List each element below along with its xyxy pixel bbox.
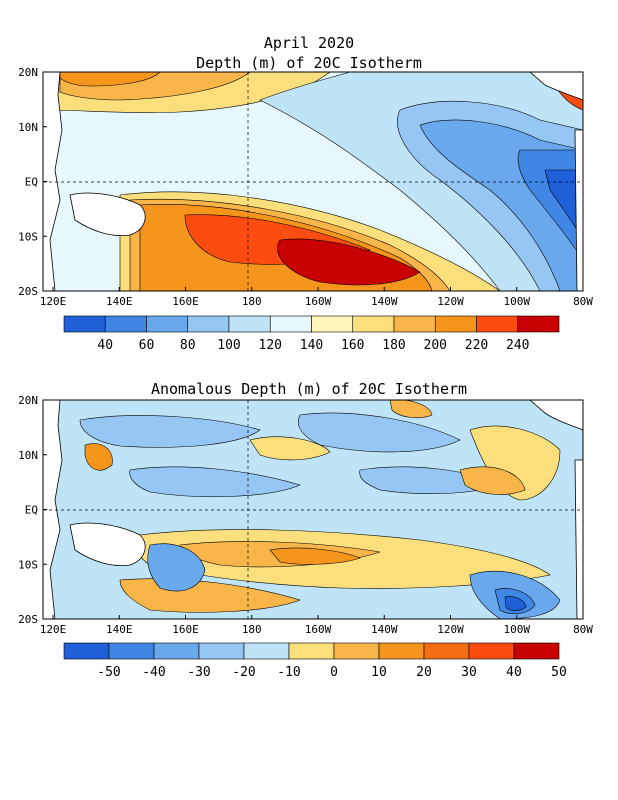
colorbar-label: 100 bbox=[217, 338, 240, 353]
lat-label: 20N bbox=[18, 394, 38, 407]
colorbar-label: 30 bbox=[461, 665, 477, 680]
colorbar-swatch bbox=[63, 315, 106, 333]
colorbar-swatch bbox=[108, 642, 155, 660]
colorbar-label: 140 bbox=[300, 338, 323, 353]
colorbar-label: -10 bbox=[277, 665, 300, 680]
colorbar-swatch bbox=[63, 642, 110, 660]
colorbar-label: 0 bbox=[330, 665, 338, 680]
colorbar-label: 240 bbox=[506, 338, 529, 353]
colorbar-swatch bbox=[288, 642, 335, 660]
lat-label: 20S bbox=[18, 613, 38, 626]
figure-title: April 2020 bbox=[263, 34, 355, 52]
lon-label: 120W bbox=[437, 295, 464, 308]
colorbar-swatch bbox=[269, 315, 312, 333]
colorbar-swatch bbox=[393, 315, 436, 333]
colorbar-label: 80 bbox=[180, 338, 196, 353]
colorbar-swatch bbox=[333, 642, 380, 660]
lon-label: 100W bbox=[504, 623, 531, 636]
lat-label: 10S bbox=[18, 558, 38, 571]
lon-label: 80W bbox=[573, 623, 593, 636]
lon-label: 180 bbox=[242, 295, 262, 308]
lat-label: 10N bbox=[18, 449, 38, 462]
lon-label: 140W bbox=[371, 295, 398, 308]
lat-label: 10S bbox=[18, 230, 38, 243]
depth-colorbar-labels: 40 60 80 100 120 140 160 180 200 220 240 bbox=[97, 338, 529, 353]
colorbar-swatch bbox=[243, 642, 290, 660]
anomaly-map bbox=[43, 400, 583, 619]
lon-label: 140W bbox=[371, 623, 398, 636]
anomaly-colorbar bbox=[63, 642, 560, 660]
lon-label: 160W bbox=[305, 623, 332, 636]
colorbar-label: 40 bbox=[97, 338, 113, 353]
colorbar-label: 180 bbox=[382, 338, 405, 353]
colorbar-swatch bbox=[423, 642, 470, 660]
colorbar-label: 220 bbox=[465, 338, 488, 353]
colorbar-label: -20 bbox=[232, 665, 255, 680]
lon-label: 120W bbox=[437, 623, 464, 636]
colorbar-swatch bbox=[187, 315, 230, 333]
lon-label: 160W bbox=[305, 295, 332, 308]
lon-label: 80W bbox=[573, 295, 593, 308]
depth-map bbox=[43, 72, 583, 291]
colorbar-swatch bbox=[513, 642, 560, 660]
lat-label: EQ bbox=[25, 504, 38, 517]
colorbar-swatch bbox=[311, 315, 354, 333]
anomaly-map-lon-labels: 120E 140E 160E 180 160W 140W 120W 100W 80W bbox=[40, 615, 593, 636]
colorbar-swatch bbox=[146, 315, 189, 333]
colorbar-label: 120 bbox=[259, 338, 282, 353]
lat-label: 10N bbox=[18, 121, 38, 134]
lon-label: 160E bbox=[172, 623, 199, 636]
colorbar-swatch bbox=[434, 315, 477, 333]
colorbar-swatch bbox=[468, 642, 515, 660]
colorbar-swatch bbox=[198, 642, 245, 660]
lon-label: 160E bbox=[172, 295, 199, 308]
colorbar-swatch bbox=[352, 315, 395, 333]
colorbar-label: -40 bbox=[142, 665, 165, 680]
colorbar-label: -30 bbox=[187, 665, 210, 680]
colorbar-swatch bbox=[378, 642, 425, 660]
lat-label: EQ bbox=[25, 176, 38, 189]
anomaly-map-title: Anomalous Depth (m) of 20C Isotherm bbox=[150, 380, 468, 398]
depth-map-lon-labels: 120E 140E 160E 180 160W 140W 120W 100W 80W bbox=[40, 287, 593, 308]
colorbar-label: 10 bbox=[371, 665, 387, 680]
colorbar-swatch bbox=[517, 315, 560, 333]
colorbar-label: 160 bbox=[341, 338, 364, 353]
colorbar-swatch bbox=[228, 315, 271, 333]
colorbar-swatch bbox=[153, 642, 200, 660]
colorbar-label: 200 bbox=[424, 338, 447, 353]
lon-label: 100W bbox=[504, 295, 531, 308]
lat-label: 20N bbox=[18, 66, 38, 79]
lon-label: 180 bbox=[242, 623, 262, 636]
depth-map-lat-labels: 20N 10N EQ 10S 20S bbox=[18, 66, 47, 298]
colorbar-label: 20 bbox=[416, 665, 432, 680]
colorbar-label: -50 bbox=[97, 665, 120, 680]
anomaly-map-lat-labels: 20N 10N EQ 10S 20S bbox=[18, 394, 47, 626]
lon-label: 140E bbox=[106, 295, 133, 308]
lat-label: 20S bbox=[18, 285, 38, 298]
depth-colorbar bbox=[63, 315, 560, 333]
lon-label: 120E bbox=[40, 623, 67, 636]
colorbar-label: 60 bbox=[139, 338, 155, 353]
colorbar-label: 40 bbox=[506, 665, 522, 680]
colorbar-label: 50 bbox=[551, 665, 567, 680]
colorbar-swatch bbox=[476, 315, 519, 333]
lon-label: 120E bbox=[40, 295, 67, 308]
anomaly-colorbar-labels: -50 -40 -30 -20 -10 0 10 20 30 40 50 bbox=[97, 665, 567, 680]
lon-label: 140E bbox=[106, 623, 133, 636]
depth-map-title: Depth (m) of 20C Isotherm bbox=[196, 54, 422, 72]
colorbar-swatch bbox=[104, 315, 147, 333]
